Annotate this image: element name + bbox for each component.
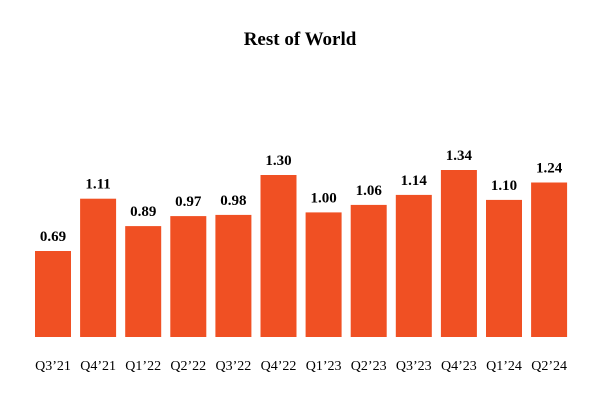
bar-value-label: 0.69 bbox=[40, 229, 66, 245]
x-tick-label: Q1’23 bbox=[306, 359, 342, 374]
bar bbox=[440, 170, 477, 337]
x-tick-label: Q3’23 bbox=[396, 359, 432, 374]
bar-value-label: 0.97 bbox=[175, 194, 202, 210]
data-labels: 0.69 1.11 0.89 0.97 0.98 1.30 1.00 1.06 1.14 1.34… bbox=[40, 148, 563, 245]
bar bbox=[125, 226, 162, 337]
x-tick-label: Q2’23 bbox=[351, 359, 387, 374]
bar bbox=[170, 216, 207, 337]
bar-value-label: 1.06 bbox=[356, 183, 383, 199]
chart-title: Rest of World bbox=[244, 29, 357, 50]
bar bbox=[305, 212, 342, 337]
bar-value-label: 1.30 bbox=[265, 153, 291, 169]
x-axis-tick-labels: Q3’21 Q4’21 Q1’22 Q2’22 Q3’22 Q4’22 Q1’23 Q2’23… bbox=[35, 359, 567, 374]
x-tick-label: Q2’22 bbox=[170, 359, 206, 374]
bar-value-label: 0.89 bbox=[130, 204, 156, 220]
bar bbox=[260, 175, 297, 337]
x-tick-label: Q4’22 bbox=[261, 359, 297, 374]
bar bbox=[350, 204, 387, 337]
x-tick-label: Q4’23 bbox=[441, 359, 477, 374]
bar bbox=[215, 214, 252, 337]
bar-value-label: 1.00 bbox=[310, 190, 336, 206]
bar-value-label: 0.98 bbox=[220, 193, 246, 209]
bar bbox=[531, 182, 568, 337]
bar-value-label: 1.11 bbox=[85, 177, 110, 193]
x-tick-label: Q1’24 bbox=[486, 359, 522, 374]
bar bbox=[35, 251, 71, 337]
bar-value-label: 1.14 bbox=[401, 173, 428, 189]
bar bbox=[486, 199, 522, 337]
x-tick-label: Q4’21 bbox=[80, 359, 116, 374]
bar-series bbox=[35, 170, 568, 337]
x-tick-label: Q3’22 bbox=[216, 359, 252, 374]
x-tick-label: Q3’21 bbox=[35, 359, 71, 374]
bar-value-label: 1.10 bbox=[491, 178, 517, 194]
bar-value-label: 1.34 bbox=[446, 148, 473, 164]
bar-value-label: 1.24 bbox=[536, 161, 563, 177]
bar bbox=[395, 194, 432, 337]
x-tick-label: Q1’22 bbox=[125, 359, 161, 374]
x-tick-label: Q2’24 bbox=[531, 359, 567, 374]
bar bbox=[80, 198, 117, 337]
